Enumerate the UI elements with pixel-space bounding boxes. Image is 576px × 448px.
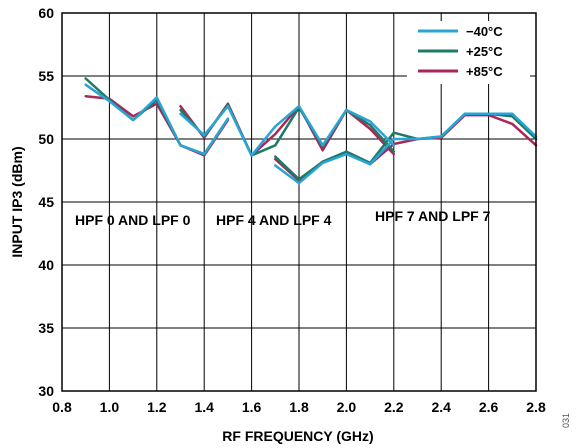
filter-annotation: HPF 0 AND LPF 0 xyxy=(75,212,191,228)
y-tick-label: 60 xyxy=(38,5,54,21)
series-lines xyxy=(84,77,538,185)
series-line xyxy=(179,104,396,157)
x-tick-label: 1.2 xyxy=(147,399,167,415)
y-tick-label: 30 xyxy=(38,383,54,399)
x-tick-label: 2.0 xyxy=(337,399,357,415)
x-tick-label: 1.6 xyxy=(242,399,262,415)
annotations: HPF 0 AND LPF 0 HPF 4 AND LPF 4 HPF 7 AND … xyxy=(75,208,491,228)
axes: 0.8 1.0 1.2 1.4 1.6 1.8 2.0 2.2 2.4 2.6 2.8 30 35 40 4… xyxy=(38,5,546,415)
legend-label: +25°C xyxy=(466,44,503,59)
y-tick-label: 40 xyxy=(38,257,54,273)
x-tick-label: 1.8 xyxy=(289,399,309,415)
legend-label: +85°C xyxy=(466,64,503,79)
x-axis-title: RF FREQUENCY (GHz) xyxy=(222,428,373,444)
filter-annotation: HPF 4 AND LPF 4 xyxy=(216,212,332,228)
series-line xyxy=(274,112,538,185)
y-tick-label: 45 xyxy=(38,194,54,210)
x-tick-label: 1.4 xyxy=(194,399,214,415)
x-tick-label: 2.8 xyxy=(526,399,546,415)
y-tick-label: 50 xyxy=(38,131,54,147)
series-line xyxy=(84,83,230,156)
x-tick-label: 2.2 xyxy=(384,399,404,415)
figure-id: 031 xyxy=(561,413,571,428)
plot-frame xyxy=(61,12,537,392)
x-tick-label: 1.0 xyxy=(100,399,120,415)
series-line xyxy=(179,102,396,157)
filter-annotation: HPF 7 AND LPF 7 xyxy=(375,208,491,224)
x-tick-label: 0.8 xyxy=(52,399,72,415)
y-tick-label: 55 xyxy=(38,68,54,84)
x-tick-label: 2.4 xyxy=(431,399,451,415)
x-tick-label: 2.6 xyxy=(479,399,499,415)
y-axis-title: INPUT IP3 (dBm) xyxy=(9,146,25,257)
legend-label: −40°C xyxy=(466,24,503,39)
y-tick-label: 35 xyxy=(38,320,54,336)
series-line xyxy=(179,103,396,157)
legend: −40°C +25°C +85°C xyxy=(407,21,530,84)
